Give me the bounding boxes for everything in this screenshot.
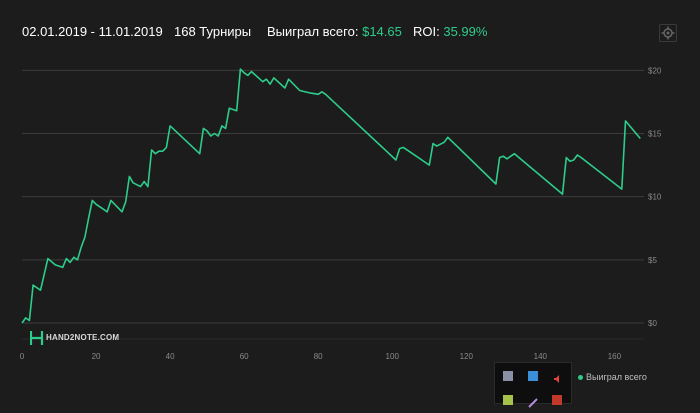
volume-icon[interactable] xyxy=(552,371,562,383)
y-tick-label: $0 xyxy=(648,319,657,328)
chart-legend[interactable]: Выиграл всего xyxy=(578,372,647,382)
x-tick-label: 40 xyxy=(166,352,175,361)
tournaments-count: 168 Турниры xyxy=(174,24,252,39)
header-bar: 02.01.2019 - 11.01.2019 168 Турниры Выиг… xyxy=(0,0,700,56)
roi: ROI: 35.99% xyxy=(413,24,487,39)
roi-value: 35.99% xyxy=(443,24,488,39)
won-total-value: $14.65 xyxy=(362,24,402,39)
x-tick-label: 20 xyxy=(92,352,101,361)
app-red-icon[interactable] xyxy=(552,395,562,405)
y-tick-label: $5 xyxy=(648,256,657,265)
monitor-icon[interactable] xyxy=(503,371,513,381)
settings-button[interactable] xyxy=(659,24,677,42)
x-tick-label: 140 xyxy=(534,352,548,361)
hand2note-h-icon xyxy=(30,331,44,345)
y-tick-label: $20 xyxy=(648,66,662,75)
date-range: 02.01.2019 - 11.01.2019 xyxy=(22,24,163,39)
won-total-label: Выиграл всего: xyxy=(267,24,359,39)
x-tick-label: 0 xyxy=(20,352,25,361)
x-tick-label: 60 xyxy=(240,352,249,361)
gear-icon xyxy=(661,26,675,40)
x-tick-label: 100 xyxy=(386,352,400,361)
y-tick-label: $10 xyxy=(648,193,662,202)
series-line xyxy=(21,68,641,324)
x-tick-label: 120 xyxy=(460,352,474,361)
app-green-icon[interactable] xyxy=(503,395,513,405)
pnl-chart: $0 $5 $10 $15 $20 0 20 40 60 80 100 120 140 160 xyxy=(20,66,662,361)
y-tick-label: $15 xyxy=(648,129,662,138)
logo-text: HAND2NOTE.COM xyxy=(46,333,120,342)
roi-label: ROI: xyxy=(413,24,440,39)
x-tick-label: 160 xyxy=(608,352,622,361)
system-tray-popup xyxy=(494,362,572,408)
won-total: Выиграл всего: $14.65 xyxy=(267,24,402,39)
x-tick-label: 80 xyxy=(314,352,323,361)
app-blue-icon[interactable] xyxy=(528,371,538,381)
legend-label: Выиграл всего xyxy=(586,372,647,382)
legend-swatch xyxy=(578,375,583,381)
